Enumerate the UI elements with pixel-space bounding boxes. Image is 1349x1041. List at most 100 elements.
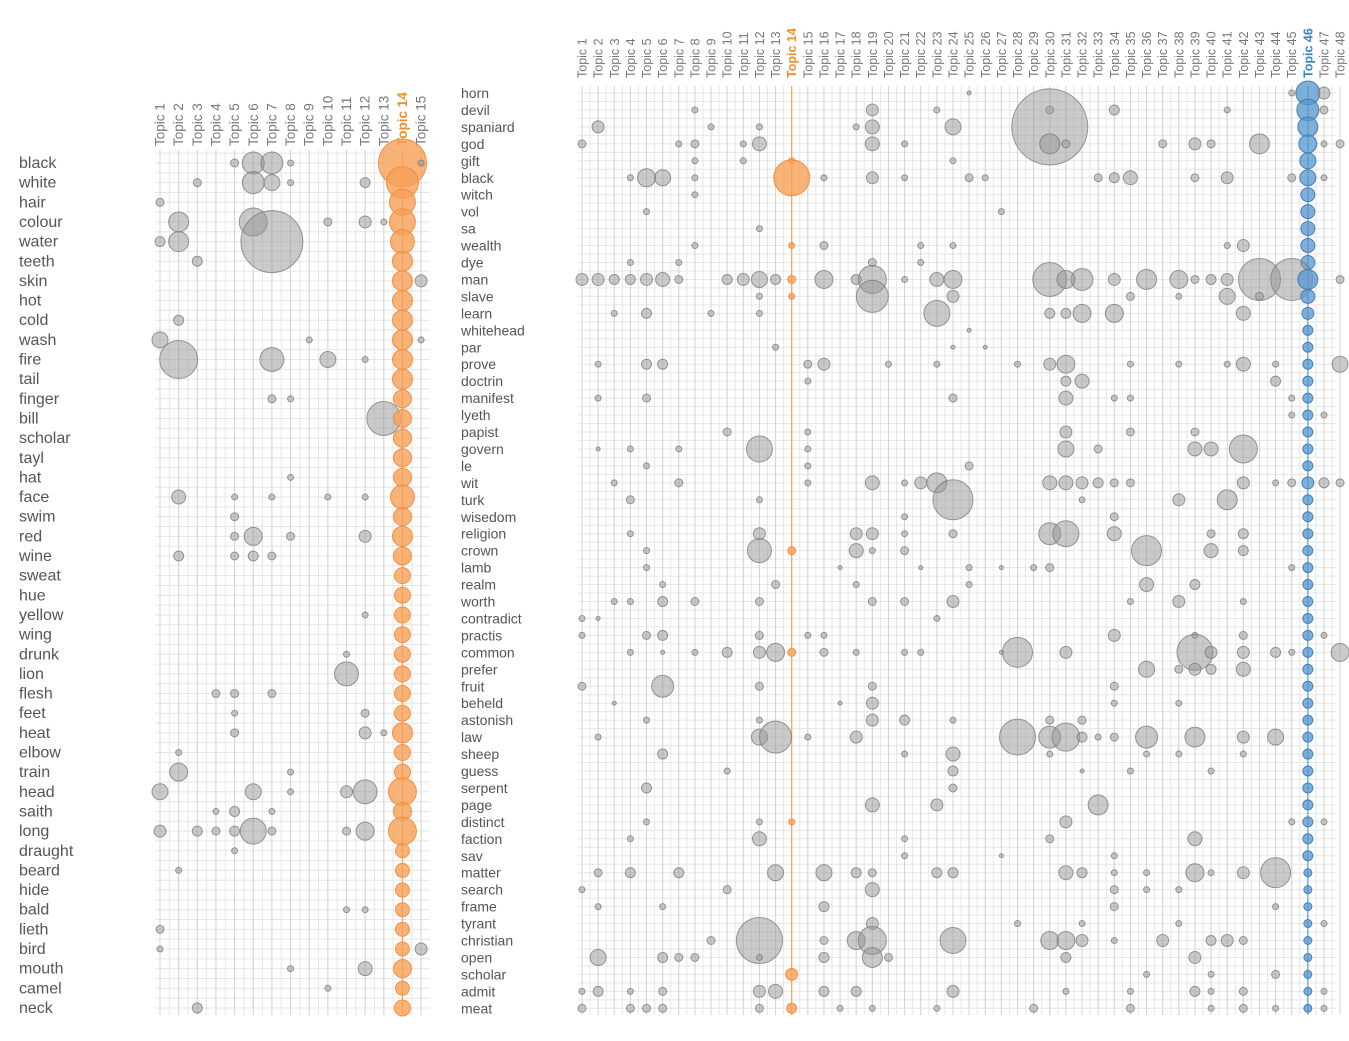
right-bubble [643,547,651,555]
right-bubble [1297,268,1319,290]
right-bubble [1303,986,1313,996]
right-bubble [1218,287,1236,305]
right-bubble [917,648,925,656]
right-bubble [804,445,812,453]
left-row-label: long [19,823,49,840]
left-matrix-grid [155,150,430,1015]
left-bubble [392,428,412,448]
right-bubble [1109,681,1119,691]
right-bubble [1056,931,1076,950]
right-bubble [1330,642,1349,662]
right-bubble [660,649,666,655]
right-column-label: Topic 1 [576,38,590,78]
right-column-label: Topic 11 [737,32,751,78]
left-row-label: bill [19,410,39,427]
right-bubble [900,546,910,556]
left-bubble [155,197,165,207]
right-bubble [1272,903,1280,911]
left-bubble [169,762,189,782]
right-bubble [766,642,786,662]
left-column-label: Topic 2 [171,103,186,146]
right-row-label: govern [461,441,504,457]
left-column-label: Topic 3 [190,103,205,146]
left-bubble [192,178,202,188]
right-bubble [658,986,668,996]
right-bubble [865,527,879,541]
right-bubble [707,309,715,317]
left-bubble [394,843,410,859]
right-bubble [884,360,892,368]
right-bubble [1299,169,1317,187]
right-row-label: wisedom [460,509,516,525]
right-bubble [735,917,783,964]
left-bubble [393,586,411,604]
right-bubble [787,274,797,284]
right-bubble [1235,661,1251,677]
right-bubble [1058,475,1074,491]
right-column-label: Topic 29 [1027,31,1041,78]
right-bubble [626,835,634,843]
right-bubble [657,629,669,641]
right-bubble [864,882,880,898]
left-bubble [391,525,413,547]
right-column-label: Topic 2 [592,38,606,78]
right-bubble [626,259,634,266]
right-bubble [770,273,782,285]
right-bubble [1106,526,1122,542]
right-column-label: Topic 9 [705,38,719,78]
right-row-label: common [461,644,515,660]
right-matrix-grid [578,86,1341,1015]
right-column-label: Topic 45 [1285,31,1299,78]
right-bubble [754,1003,764,1013]
right-bubble [946,289,960,303]
right-bubble [804,462,812,470]
right-column-label: Topic 39 [1188,31,1202,78]
right-bubble [1051,722,1081,752]
right-bubble [1298,134,1318,154]
right-bubble [1320,818,1328,826]
left-bubble [168,211,190,233]
right-bubble [657,748,669,760]
left-row-label: face [19,489,49,506]
right-column-label: Topic 15 [801,31,815,78]
left-bubble [394,941,410,957]
right-bubble [1235,356,1251,372]
right-bubble [706,936,716,945]
left-row-label: red [19,528,42,545]
right-bubble [852,123,860,131]
right-bubble [1302,426,1314,438]
right-bubble [929,271,945,287]
right-bubble [752,527,766,541]
left-bubble [324,984,332,992]
right-bubble [691,191,699,199]
left-bubble [191,825,203,837]
left-row-label: hue [19,587,46,604]
left-bubble [287,159,295,167]
right-bubble [1302,596,1314,607]
right-bubble [1302,714,1314,726]
right-bubble [745,435,773,463]
right-bubble [1220,934,1234,947]
right-bubble [849,730,863,744]
right-row-label: search [461,882,503,898]
right-row-label: wit [460,475,478,491]
right-row-label: sheep [461,746,499,762]
right-bubble [1190,173,1200,183]
right-bubble [868,547,876,555]
left-row-label: camel [19,980,62,997]
right-bubble [691,174,699,182]
left-bubble [267,551,277,561]
right-bubble [948,529,958,539]
right-bubble [949,157,957,165]
right-row-label: page [461,797,492,813]
right-bubble [917,259,925,266]
right-bubble [592,985,604,997]
right-bubble [1335,139,1345,149]
left-bubble [361,356,369,363]
right-bubble [949,242,957,250]
right-bubble [923,299,951,327]
right-bubble [722,885,732,895]
right-row-label: matter [461,865,501,881]
right-bubble [901,479,909,487]
right-bubble [1223,242,1231,250]
